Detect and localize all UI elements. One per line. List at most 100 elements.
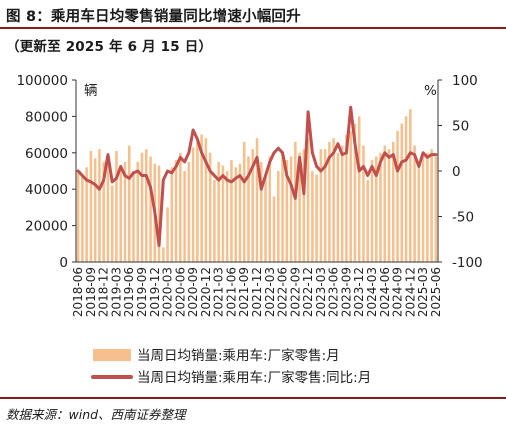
right-axis-unit: % [424, 83, 437, 99]
bar [426, 152, 429, 262]
legend-line-label: 当周日均销量:乘用车:厂家零售:同比:月 [137, 369, 371, 386]
bar [110, 185, 114, 262]
bar-series [76, 109, 438, 263]
bar [336, 152, 340, 262]
bar [200, 134, 203, 262]
bar [208, 152, 212, 262]
bar [149, 156, 152, 262]
bar [162, 247, 165, 262]
bar [127, 145, 131, 262]
right-tick-label: -100 [452, 255, 483, 271]
bar [106, 156, 110, 262]
x-tick-label: 2020-03 [161, 267, 175, 317]
bar [396, 130, 399, 262]
bar [319, 149, 323, 262]
left-axis-unit: 辆 [84, 83, 98, 99]
x-tick-label: 2021-03 [212, 267, 226, 317]
x-tick-label: 2021-12 [250, 267, 264, 317]
bar [89, 150, 93, 262]
bar [225, 171, 229, 262]
bar [285, 160, 289, 262]
x-tick-label: 2023-06 [327, 267, 341, 317]
bar [136, 161, 140, 262]
bar [306, 138, 310, 262]
x-tick-label: 2025-03 [416, 267, 430, 317]
right-tick-label: 50 [452, 119, 469, 135]
bar [289, 156, 293, 262]
left-tick-label: 100000 [16, 73, 68, 89]
bar [204, 138, 208, 262]
x-tick-label: 2019-03 [109, 267, 123, 317]
bar [374, 156, 378, 262]
bar [311, 171, 314, 262]
bar [217, 161, 220, 262]
bar [421, 156, 425, 262]
line-series [76, 105, 438, 248]
bar [383, 145, 387, 262]
left-tick-label: 80000 [25, 109, 68, 125]
bar [81, 174, 84, 262]
bar [268, 156, 272, 262]
x-tick-label: 2024-09 [391, 267, 405, 317]
x-tick-label: 2020-09 [186, 267, 200, 317]
x-tick-label: 2020-06 [173, 267, 187, 317]
right-tick-label: 0 [452, 164, 461, 180]
bar [93, 158, 97, 262]
bar [277, 171, 280, 262]
bar [430, 149, 433, 262]
chart-subtitle: （更新至 2025 年 6 月 15 日） [6, 39, 213, 55]
bar [370, 160, 374, 262]
bar [179, 152, 182, 262]
left-tick-label: 40000 [25, 182, 68, 198]
x-tick-label: 2025-06 [429, 267, 443, 317]
bar [413, 145, 416, 262]
bar [259, 161, 263, 262]
bar [183, 171, 186, 262]
bar [166, 207, 169, 262]
legend-bar-label: 当周日均销量:乘用车:厂家零售:月 [137, 347, 340, 364]
bar [98, 149, 101, 262]
bar [345, 134, 348, 262]
bar [174, 160, 178, 262]
legend-bar-swatch [93, 349, 131, 361]
source-note: 数据来源：wind、西南证券整理 [6, 407, 186, 422]
right-tick-label: -50 [452, 210, 474, 226]
x-tick-label: 2024-06 [378, 267, 392, 317]
x-tick-label: 2018-12 [97, 267, 111, 317]
chart-title: 图 8：乘用车日均零售销量同比增速小幅回升 [6, 9, 301, 25]
x-tick-label: 2018-09 [84, 267, 98, 317]
bar [234, 167, 237, 262]
x-tick-label: 2022-09 [288, 267, 302, 317]
bar [315, 174, 318, 262]
bar [140, 152, 144, 262]
bar [357, 116, 361, 263]
bar [191, 147, 195, 262]
x-tick-label: 2019-12 [148, 267, 162, 317]
bar [187, 161, 191, 262]
bar [170, 167, 174, 262]
bar [366, 180, 370, 262]
bar [340, 145, 344, 262]
bar [242, 141, 246, 262]
bar [196, 141, 199, 262]
bar [379, 152, 382, 262]
bar [298, 152, 301, 262]
x-tick-label: 2019-06 [122, 267, 136, 317]
x-tick-label: 2020-12 [199, 267, 213, 317]
bar [294, 141, 297, 262]
bar [157, 165, 161, 262]
axes [72, 79, 442, 263]
x-tick-label: 2019-09 [135, 267, 149, 317]
bottom-rule [0, 397, 506, 399]
bar [132, 171, 135, 262]
left-tick-label: 20000 [25, 219, 68, 235]
bar [255, 138, 259, 262]
bar [417, 167, 421, 262]
x-tick-label: 2021-09 [237, 267, 251, 317]
bar [221, 165, 225, 262]
yoy-line [76, 105, 438, 248]
left-tick-label: 60000 [25, 146, 68, 162]
bar [230, 160, 233, 262]
x-tick-label: 2024-03 [365, 267, 379, 317]
